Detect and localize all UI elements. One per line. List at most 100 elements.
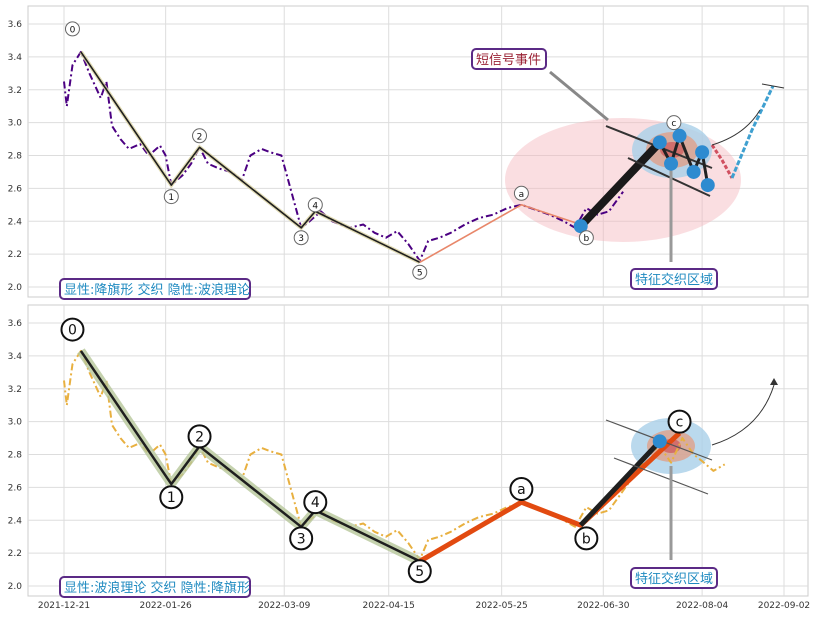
y-tick-label: 2.6 (8, 483, 23, 493)
flag-lower-line (627, 157, 711, 197)
signal-point (573, 219, 588, 234)
projection-down (710, 144, 734, 179)
y-tick-label: 3.4 (8, 53, 23, 63)
x-tick-label: 2022-01-26 (139, 601, 192, 611)
annotation-text: 短信号事件 (476, 53, 541, 68)
y-tick-label: 3.2 (8, 86, 22, 96)
wave-label: 0 (68, 323, 77, 339)
y-tick-label: 2.6 (8, 184, 23, 194)
series-line-4 (578, 439, 662, 527)
series-line-2 (79, 350, 421, 563)
signal-point (652, 135, 667, 150)
x-tick-label: 2022-06-30 (577, 601, 630, 611)
y-tick-label: 3.6 (8, 20, 23, 30)
wave-label-circle (60, 317, 85, 342)
annotation-box (471, 48, 547, 70)
y-tick-label: 2.0 (8, 283, 23, 293)
x-tick-label: 2022-04-15 (363, 601, 415, 611)
x-tick-label: 2022-09-02 (758, 601, 810, 611)
wave-label-circle (293, 230, 309, 246)
series-line-3 (419, 204, 581, 263)
wave-label-circle (667, 409, 692, 434)
wave-label: 2 (197, 132, 203, 142)
curve-arrow (711, 109, 761, 146)
y-tick-label: 3.0 (8, 119, 23, 129)
signal-point (686, 164, 701, 179)
wave-label-circle (307, 197, 323, 213)
wave-label: 3 (297, 531, 306, 547)
wave-label: 3 (298, 234, 304, 244)
wave-label-circle (412, 264, 428, 280)
y-tick-label: 2.4 (8, 516, 23, 526)
wave-label-circle (159, 485, 184, 510)
wave-label-circle (289, 526, 314, 551)
projection-up (730, 85, 775, 179)
wave-label-circle (187, 424, 212, 449)
wave-label-circle (666, 115, 682, 131)
arrow-head (770, 378, 778, 385)
x-tick-label: 2022-05-25 (475, 601, 527, 611)
signal-point (664, 156, 679, 171)
x-tick-label: 2022-03-09 (258, 601, 311, 611)
wave-label: 1 (167, 490, 176, 506)
curve-arrow (711, 384, 775, 446)
y-tick-label: 2.8 (8, 152, 23, 162)
signal-point (672, 128, 687, 143)
wave-label: 5 (415, 564, 424, 580)
wave-label-circle (513, 185, 529, 201)
wave-label-circle (163, 189, 179, 205)
wave-label: a (519, 190, 525, 200)
wave-label: c (671, 119, 676, 129)
y-tick-label: 3.2 (8, 385, 22, 395)
annotation-box (630, 268, 718, 290)
panel-1: 2.0 2.2 2.4 2.6 2.8 3.0 3.2 3.4 3.6 0 1 2 3 4 5 a b c 显性:降… (8, 5, 809, 300)
series-line-1 (63, 50, 624, 262)
y-tick-label: 3.4 (8, 352, 23, 362)
x-tick-label: 2022-08-04 (676, 601, 729, 611)
wave-label-circle (303, 490, 328, 515)
y-tick-label: 2.8 (8, 451, 23, 461)
wave-label-circle (574, 526, 599, 551)
wave-label: 4 (312, 201, 318, 211)
series-line-2 (80, 51, 421, 264)
wave-label: b (583, 234, 589, 244)
annotation-text: 特征交织区域 (635, 272, 713, 288)
wave-label: 4 (311, 495, 320, 511)
y-tick-label: 2.0 (8, 582, 23, 592)
signal-point (700, 178, 715, 193)
signal-point (695, 145, 710, 160)
wave-label: 1 (168, 193, 174, 203)
signal-segment (576, 138, 664, 231)
wave-label: c (676, 415, 684, 431)
wave-label: 5 (417, 269, 423, 279)
wave-label-circle (64, 21, 80, 37)
caption-box (59, 576, 251, 598)
wave-label: a (517, 482, 526, 498)
wave-label: 0 (70, 25, 76, 35)
wave-label: b (582, 531, 591, 547)
series-line-3 (418, 431, 682, 564)
event-arrow (549, 70, 609, 122)
caption-box (59, 278, 251, 300)
x-tick-label: 2021-12-21 (38, 601, 90, 611)
caption-text: 显性:波浪理论 交织 隐性:降旗形 (64, 580, 250, 596)
y-tick-label: 2.2 (8, 549, 22, 559)
annotation-text: 特征交织区域 (635, 571, 713, 587)
wave-label-circle (509, 477, 534, 502)
y-tick-label: 3.6 (8, 319, 23, 329)
wave-label: 2 (195, 429, 204, 445)
y-tick-label: 2.2 (8, 250, 22, 260)
signal-point (652, 434, 667, 449)
caption-text: 显性:降旗形 交织 隐性:波浪理论 (64, 282, 250, 298)
flag-lower-line (613, 457, 709, 495)
wave-label-circle (407, 559, 432, 584)
y-tick-label: 3.0 (8, 418, 23, 428)
wave-label-circle (192, 128, 208, 144)
target-bar (761, 83, 785, 89)
y-tick-label: 2.4 (8, 217, 23, 227)
wave-label-circle (578, 230, 594, 246)
annotation-box (630, 567, 718, 589)
